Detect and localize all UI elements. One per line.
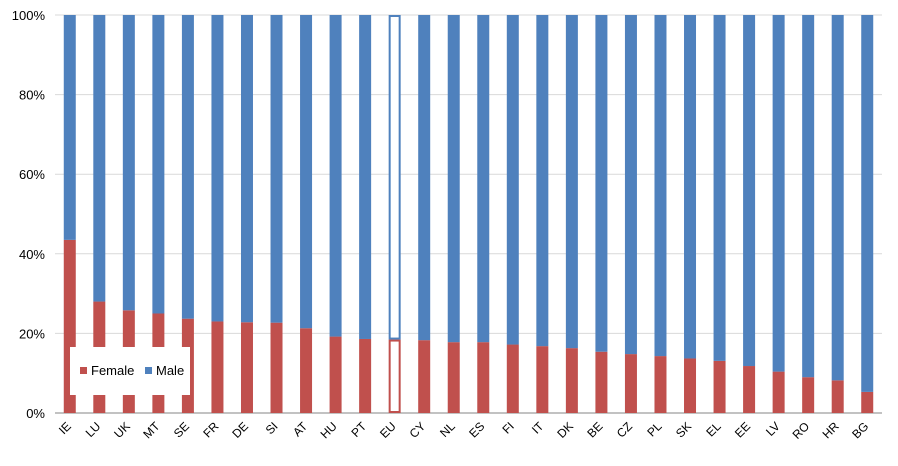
bar-female-ee [743, 366, 756, 413]
x-tick-label: NL [437, 419, 458, 440]
y-axis-ticks: 0% 20% 40% 60% 80% 100% [12, 8, 46, 421]
x-tick-label: UK [111, 419, 133, 441]
bar-male-it [536, 15, 549, 347]
bar-male-lv [772, 15, 785, 372]
x-tick-label: DE [229, 419, 251, 441]
x-tick-label: LU [83, 419, 104, 440]
bar-female-pl [654, 356, 667, 413]
bar-female-hu [329, 336, 342, 413]
bar-male-pt [359, 15, 372, 339]
bar-female-cz [624, 354, 637, 413]
bar-female-de [240, 322, 253, 413]
bar-male-mt [152, 15, 165, 314]
bar-male-si [270, 15, 283, 323]
x-tick-label: SI [263, 419, 281, 437]
bar-female-ro [802, 377, 815, 413]
bar-female-hr [831, 380, 844, 413]
bar-male-be [595, 15, 608, 352]
bar-female-fi [506, 344, 519, 413]
legend-swatch-male [145, 367, 152, 374]
legend-label-male: Male [156, 363, 184, 378]
x-tick-label: PL [644, 419, 665, 440]
bar-female-be [595, 351, 608, 413]
bar-male-hr [831, 15, 844, 381]
legend-label-female: Female [91, 363, 134, 378]
bar-female-lv [772, 371, 785, 413]
bar-male-fi [506, 15, 519, 345]
x-tick-label: IT [529, 419, 547, 437]
legend-box [70, 347, 190, 395]
x-axis-ticks: IE LU UK MT SE FR DE SI AT HU PT EU CY NL ES FI IT DK BE CZ… [56, 419, 871, 442]
bar-male-eu [388, 15, 401, 340]
y-tick-label: 100% [12, 8, 46, 23]
x-tick-label: FR [200, 419, 221, 440]
bar-female-nl [447, 342, 460, 413]
bar-female-si [270, 322, 283, 413]
bar-male-de [240, 15, 253, 323]
bar-male-ee [743, 15, 756, 367]
bar-male-bg [861, 15, 874, 392]
x-tick-label: EU [377, 419, 399, 441]
bar-male-ie [63, 15, 76, 240]
bar-male-se [181, 15, 194, 319]
legend-swatch-female [80, 367, 87, 374]
x-tick-label: EE [732, 419, 753, 440]
bar-male-el [713, 15, 726, 361]
y-tick-label: 40% [19, 247, 45, 262]
x-tick-label: HR [820, 419, 842, 441]
bar-male-cz [624, 15, 637, 355]
bar-male-pl [654, 15, 667, 357]
x-tick-label: LV [763, 419, 783, 439]
bar-male-cy [418, 15, 431, 341]
x-tick-label: BE [584, 419, 605, 440]
bar-male-fr [211, 15, 224, 322]
bar-female-pt [359, 338, 372, 413]
bar-female-el [713, 360, 726, 413]
bar-female-it [536, 346, 549, 413]
x-tick-label: BG [849, 419, 871, 441]
legend: Female Male [70, 347, 190, 395]
bar-male-dk [565, 15, 578, 349]
bar-female-cy [418, 340, 431, 413]
y-tick-label: 20% [19, 326, 45, 341]
x-tick-label: FI [499, 419, 516, 436]
bar-female-ie [63, 239, 76, 413]
x-tick-label: PT [348, 419, 369, 440]
x-tick-label: CZ [614, 419, 635, 440]
bar-male-nl [447, 15, 460, 343]
x-tick-label: DK [554, 419, 576, 441]
x-tick-label: SE [171, 419, 192, 440]
bar-female-bg [861, 391, 874, 413]
x-tick-label: IE [56, 419, 74, 437]
x-tick-label: ES [466, 419, 487, 440]
y-tick-label: 80% [19, 88, 45, 103]
bar-female-fr [211, 321, 224, 413]
x-tick-label: RO [790, 419, 813, 442]
x-tick-label: SK [673, 419, 694, 440]
bar-male-sk [684, 15, 697, 359]
bar-male-hu [329, 15, 342, 337]
bar-male-ro [802, 15, 815, 378]
bar-male-es [477, 15, 490, 343]
bar-male-at [300, 15, 313, 329]
x-tick-label: AT [290, 419, 311, 440]
bar-female-sk [684, 358, 697, 413]
bar-male-lu [93, 15, 106, 302]
bar-female-at [300, 328, 313, 413]
bar-male-uk [122, 15, 135, 311]
x-tick-label: CY [407, 419, 429, 441]
x-tick-label: MT [140, 419, 163, 442]
y-tick-label: 0% [26, 406, 45, 421]
bar-female-eu [388, 339, 401, 413]
bar-female-dk [565, 348, 578, 413]
bar-female-es [477, 342, 490, 413]
x-tick-label: EL [703, 419, 724, 440]
x-tick-label: HU [318, 419, 340, 441]
y-tick-label: 60% [19, 167, 45, 182]
